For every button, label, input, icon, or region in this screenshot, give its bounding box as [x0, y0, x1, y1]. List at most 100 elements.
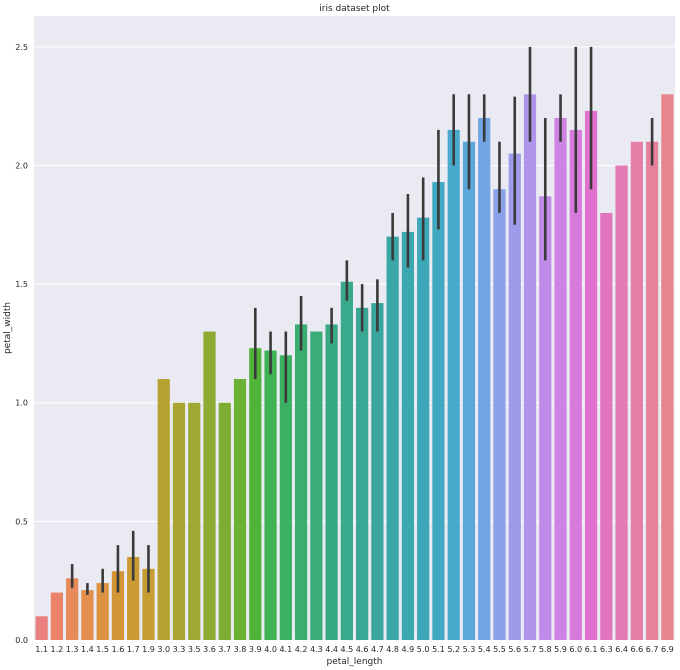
- bar: [356, 307, 369, 640]
- x-tick-label: 4.9: [402, 645, 415, 654]
- bar: [310, 331, 323, 640]
- x-tick-label: 3.8: [234, 645, 247, 654]
- x-tick-label: 5.7: [524, 645, 537, 654]
- x-tick-label: 5.0: [417, 645, 430, 654]
- bar: [554, 118, 567, 640]
- y-tick-label: 1.5: [15, 280, 28, 289]
- x-tick-label: 5.4: [478, 645, 491, 654]
- x-tick-label: 4.0: [264, 645, 277, 654]
- x-tick-label: 3.3: [173, 645, 186, 654]
- bar: [66, 578, 79, 640]
- bar: [81, 590, 94, 640]
- x-tick-label: 6.4: [615, 645, 628, 654]
- bar: [172, 402, 186, 640]
- bar: [417, 217, 430, 640]
- x-tick-label: 6.7: [646, 645, 659, 654]
- x-tick-label: 5.2: [447, 645, 460, 654]
- y-tick-label: 2.5: [15, 43, 28, 52]
- bar: [340, 281, 353, 640]
- bar: [630, 141, 643, 640]
- bar: [371, 303, 384, 640]
- x-axis-title: petal_length: [327, 657, 383, 667]
- x-tick-label: 6.9: [661, 645, 674, 654]
- x-tick-label: 4.6: [356, 645, 369, 654]
- bar: [661, 94, 674, 641]
- y-tick-label: 0.5: [15, 517, 28, 526]
- bar: [264, 350, 277, 640]
- bar: [35, 616, 48, 640]
- x-tick-label: 5.1: [432, 645, 445, 654]
- y-tick-label: 2.0: [15, 161, 28, 170]
- bar: [294, 324, 308, 640]
- x-tick-label: 4.7: [371, 645, 384, 654]
- bar: [569, 129, 582, 640]
- bar: [157, 379, 170, 640]
- bars: [35, 94, 674, 641]
- x-tick-labels: 1.1 1.2 1.3 1.4 1.5 1.6 1.7 1.9 3.0 3.3 3.5 3.6 3.7 3…: [35, 645, 673, 654]
- bar: [188, 402, 201, 640]
- bar: [615, 165, 628, 640]
- x-tick-label: 1.1: [35, 645, 48, 654]
- plot-background: [34, 16, 675, 640]
- x-tick-label: 4.4: [325, 645, 338, 654]
- x-tick-label: 1.4: [81, 645, 94, 654]
- x-tick-label: 5.8: [539, 645, 552, 654]
- x-tick-label: 6.3: [600, 645, 613, 654]
- bar: [325, 324, 338, 640]
- x-tick-label: 6.1: [585, 645, 598, 654]
- bar: [600, 212, 613, 641]
- x-tick-label: 4.2: [295, 645, 308, 654]
- x-tick-label: 3.6: [203, 645, 216, 654]
- y-axis-title: petal_width: [3, 302, 13, 354]
- x-tick-label: 3.5: [188, 645, 201, 654]
- x-tick-label: 5.6: [508, 645, 521, 654]
- error-bars: [70, 46, 654, 595]
- bar: [279, 355, 292, 640]
- x-tick-label: 4.8: [386, 645, 399, 654]
- x-tick-label: 1.9: [142, 645, 155, 654]
- bar: [218, 402, 231, 640]
- x-tick-label: 4.5: [341, 645, 354, 654]
- x-tick-label: 3.7: [218, 645, 231, 654]
- chart-title: iris dataset plot: [319, 4, 390, 14]
- bar: [386, 236, 399, 640]
- x-tick-label: 6.6: [630, 645, 643, 654]
- bar: [447, 129, 460, 640]
- bar: [432, 182, 445, 640]
- bar: [478, 118, 491, 640]
- bar: [493, 189, 506, 640]
- x-tick-label: 6.0: [569, 645, 582, 654]
- x-tick-label: 4.3: [310, 645, 323, 654]
- bar: [50, 592, 63, 640]
- bar: [508, 153, 521, 640]
- bar: [584, 110, 598, 640]
- bar: [539, 196, 552, 640]
- bar: [646, 141, 659, 640]
- x-tick-label: 5.5: [493, 645, 506, 654]
- bar: [462, 141, 476, 640]
- bar: [233, 379, 247, 640]
- x-tick-label: 3.0: [157, 645, 170, 654]
- bar: [96, 583, 109, 640]
- x-tick-label: 4.1: [279, 645, 292, 654]
- x-tick-label: 5.9: [554, 645, 567, 654]
- y-tick-label: 1.0: [15, 399, 28, 408]
- bar: [127, 556, 140, 640]
- y-tick-labels: 0.0 0.5 1.0 1.5 2.0 2.5: [15, 43, 28, 645]
- x-tick-label: 1.2: [51, 645, 64, 654]
- x-tick-label: 1.5: [96, 645, 109, 654]
- bar: [111, 571, 125, 640]
- bar: [203, 331, 216, 640]
- gridlines: [34, 46, 675, 641]
- bar: [401, 231, 415, 640]
- x-tick-label: 1.3: [66, 645, 79, 654]
- x-tick-label: 5.3: [463, 645, 476, 654]
- y-tick-label: 0.0: [15, 636, 28, 645]
- x-tick-label: 3.9: [249, 645, 262, 654]
- bar: [249, 348, 262, 640]
- bar: [523, 94, 537, 641]
- x-tick-label: 1.6: [112, 645, 125, 654]
- x-tick-label: 1.7: [127, 645, 140, 654]
- bar: [142, 568, 155, 640]
